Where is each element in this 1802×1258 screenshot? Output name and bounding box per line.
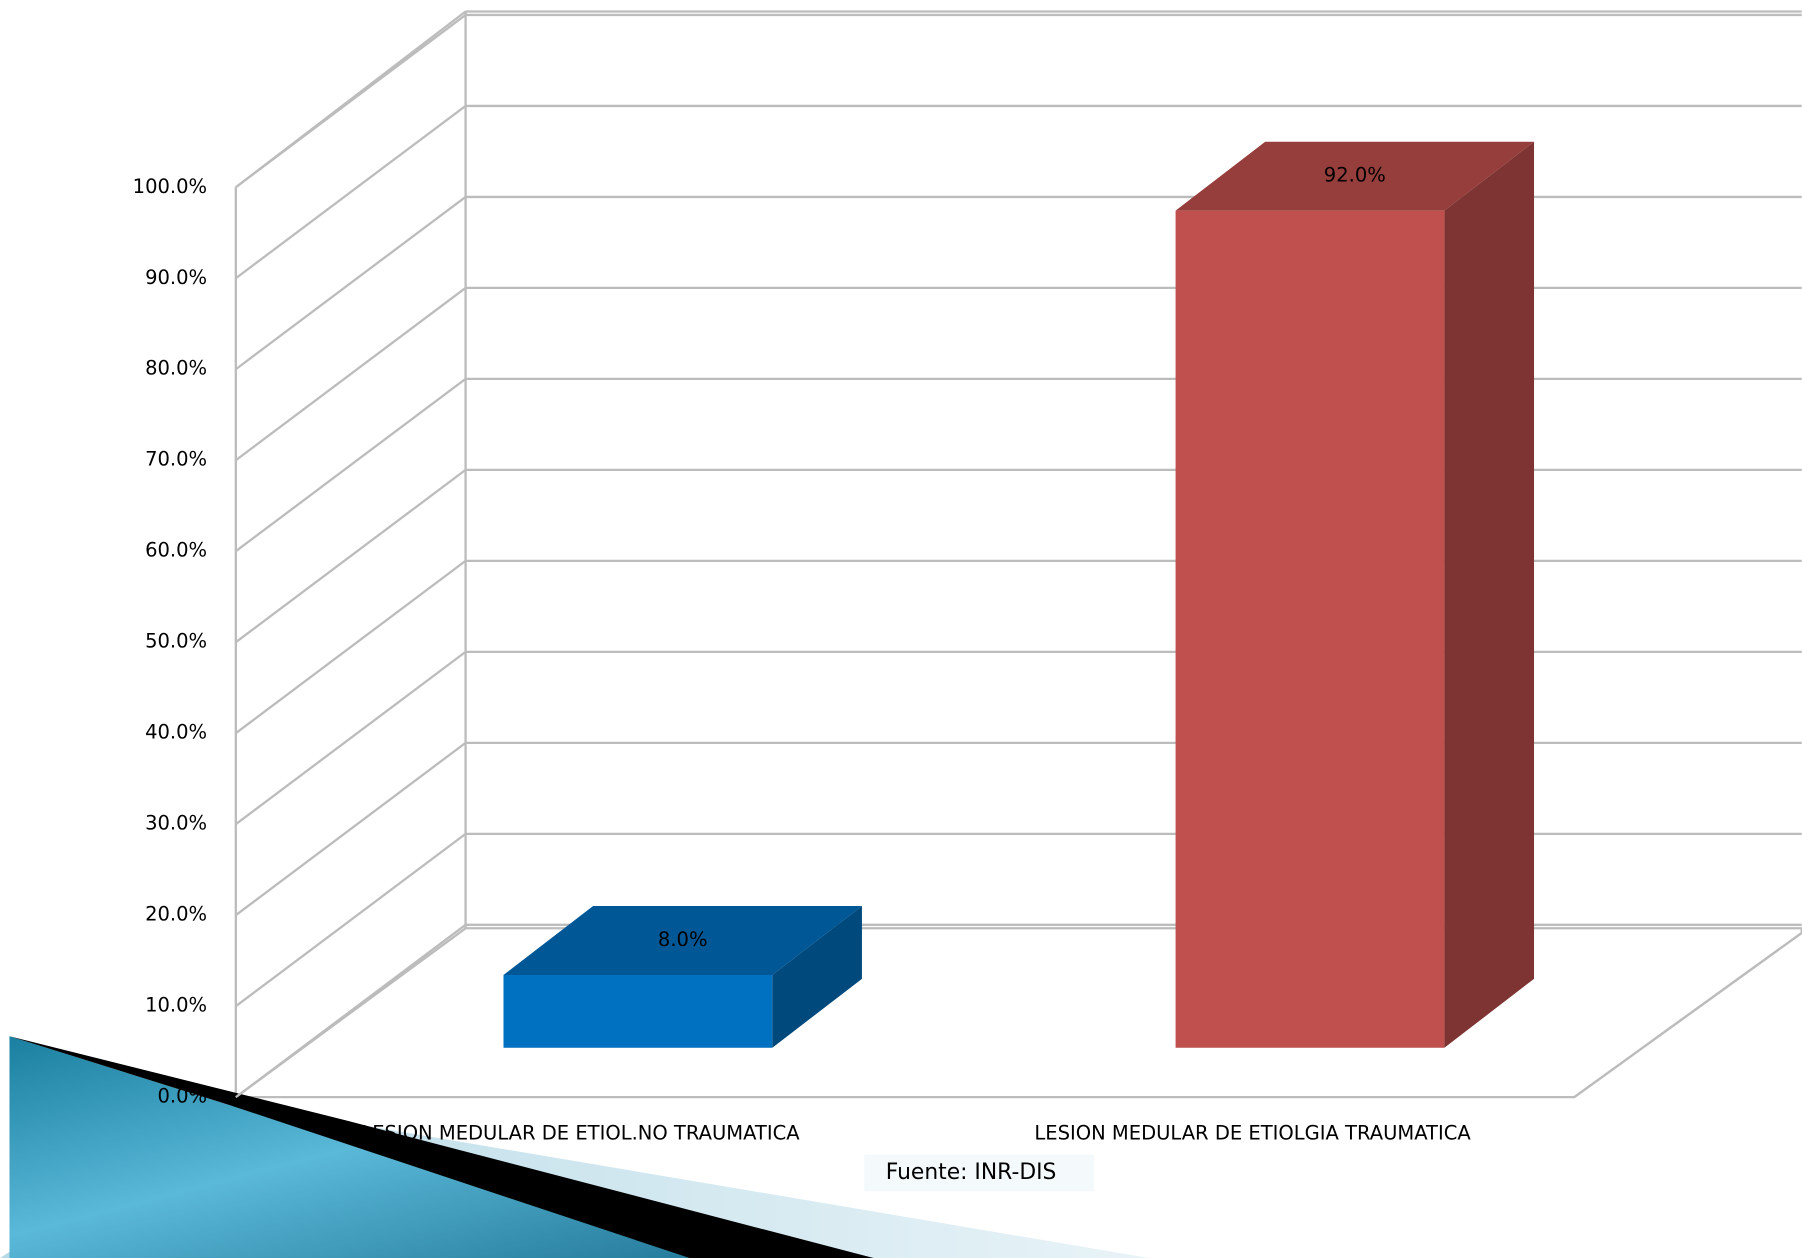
y-tick-label: 60.0%: [145, 539, 207, 562]
grid-line: [235, 286, 1802, 462]
value-label: 8.0%: [658, 928, 708, 951]
chart-frame: [232, 10, 1802, 1099]
bar-top: [503, 906, 862, 975]
grid-line: [235, 468, 1802, 644]
grid-line: [235, 195, 1802, 371]
y-tick-label: 10.0%: [145, 994, 207, 1017]
grid-line: [235, 377, 1802, 553]
y-tick-label: 90.0%: [145, 266, 207, 289]
value-label: 92.0%: [1324, 164, 1386, 187]
source-box: [864, 1154, 1095, 1192]
grid-line: [235, 559, 1802, 735]
y-tick-label: 20.0%: [145, 903, 207, 926]
source: Fuente: INR-DIS: [886, 1160, 1057, 1185]
y-tick-label: 70.0%: [145, 448, 207, 471]
y-tick-label: 50.0%: [145, 630, 207, 653]
decoration: [0, 1036, 1150, 1258]
bar-side: [772, 906, 862, 1048]
y-tick-label: 100.0%: [133, 175, 207, 198]
grid-line: [235, 650, 1802, 826]
x-tick-label: LESION MEDULAR DE ETIOLGIA TRAUMATICA: [1034, 1121, 1471, 1144]
x-tick-label: LESION MEDULAR DE ETIOL.NO TRAUMATICA: [361, 1121, 800, 1144]
grid-line: [235, 741, 1802, 917]
bar: [1175, 210, 1445, 1048]
y-tick-label: 80.0%: [145, 357, 207, 380]
grid-line: [235, 832, 1802, 1008]
grid-line: [235, 104, 1802, 280]
y-tick-label: 30.0%: [145, 812, 207, 835]
bar-side: [1444, 141, 1535, 1048]
grid-line: [235, 923, 1802, 1099]
bar-top: [1175, 141, 1535, 211]
plot-area: 0.0% 10.0% 20.0% 30.0% 40.0% 50.0% 60.0% 70.0% 8…: [133, 13, 1802, 1144]
y-tick-label: 40.0%: [145, 721, 207, 744]
grid-line: [235, 13, 1802, 189]
bar: [503, 974, 773, 1048]
y-tick-label: 0.0%: [157, 1085, 207, 1108]
